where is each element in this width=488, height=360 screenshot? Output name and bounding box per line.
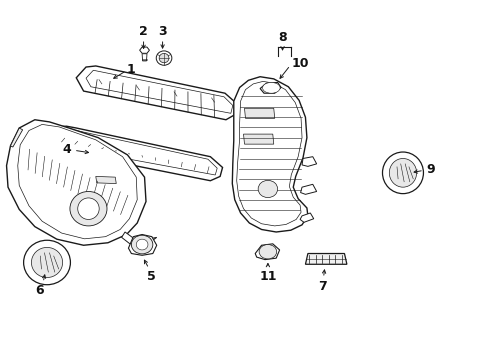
Ellipse shape bbox=[131, 235, 153, 254]
Text: 1: 1 bbox=[126, 63, 135, 76]
Text: 2: 2 bbox=[139, 25, 148, 38]
Polygon shape bbox=[305, 253, 346, 264]
Text: 4: 4 bbox=[62, 143, 71, 156]
Ellipse shape bbox=[258, 180, 277, 198]
Ellipse shape bbox=[31, 247, 62, 278]
Text: 5: 5 bbox=[146, 270, 155, 283]
Ellipse shape bbox=[388, 158, 416, 187]
Ellipse shape bbox=[259, 244, 276, 259]
Text: 11: 11 bbox=[259, 270, 276, 283]
Polygon shape bbox=[10, 128, 22, 147]
Text: 9: 9 bbox=[425, 163, 434, 176]
Polygon shape bbox=[142, 54, 147, 61]
Polygon shape bbox=[300, 213, 313, 222]
Text: 3: 3 bbox=[158, 25, 166, 38]
Polygon shape bbox=[244, 108, 274, 118]
Polygon shape bbox=[140, 47, 149, 53]
Polygon shape bbox=[128, 234, 157, 255]
Ellipse shape bbox=[262, 82, 280, 93]
Polygon shape bbox=[96, 176, 116, 184]
Ellipse shape bbox=[156, 51, 171, 65]
Ellipse shape bbox=[23, 240, 70, 285]
Ellipse shape bbox=[159, 53, 168, 63]
Polygon shape bbox=[122, 232, 157, 244]
Ellipse shape bbox=[382, 152, 423, 194]
Polygon shape bbox=[44, 126, 222, 181]
Polygon shape bbox=[260, 82, 281, 93]
Polygon shape bbox=[243, 134, 273, 144]
Text: 6: 6 bbox=[35, 284, 44, 297]
Ellipse shape bbox=[70, 192, 107, 226]
Polygon shape bbox=[302, 157, 316, 166]
Text: 10: 10 bbox=[291, 57, 308, 69]
Ellipse shape bbox=[136, 239, 148, 250]
Ellipse shape bbox=[78, 198, 99, 220]
Polygon shape bbox=[232, 77, 307, 232]
Polygon shape bbox=[300, 184, 316, 194]
Polygon shape bbox=[255, 244, 279, 260]
Text: 7: 7 bbox=[318, 280, 326, 293]
Text: 8: 8 bbox=[278, 31, 286, 44]
Polygon shape bbox=[76, 66, 237, 120]
Polygon shape bbox=[6, 120, 146, 245]
